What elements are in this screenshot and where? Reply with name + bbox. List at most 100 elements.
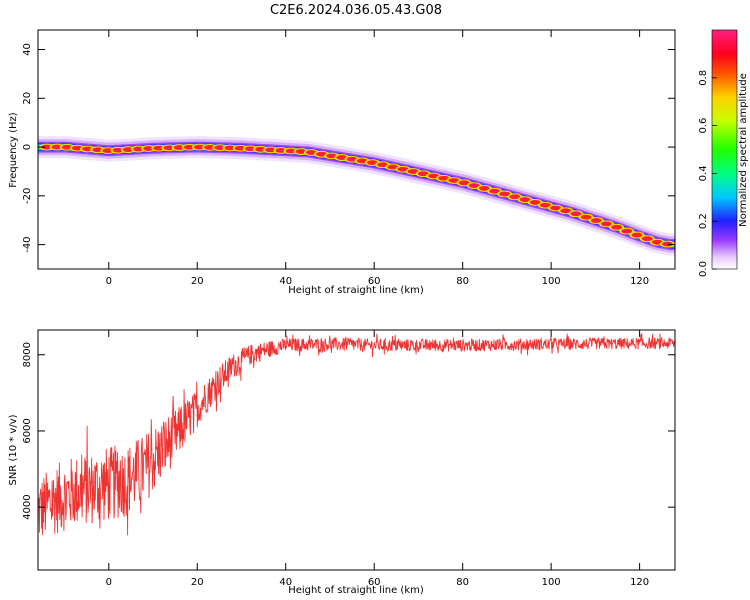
- x-tick-label: 0: [106, 577, 112, 588]
- spectrogram-xlabel: Height of straight line (km): [288, 285, 424, 296]
- colorbar-tick-label: 0.2: [698, 213, 709, 229]
- ridge-core: [661, 241, 673, 247]
- ridge-core: [102, 148, 114, 154]
- ridge-core: [234, 145, 246, 151]
- ridge-core: [153, 145, 165, 151]
- ridge-core: [499, 191, 511, 197]
- x-tick-label: 40: [279, 577, 292, 588]
- x-tick-label: 120: [630, 276, 649, 287]
- colorbar-ticks: 0.0 0.2 0.4 0.6 0.8: [698, 70, 717, 277]
- colorbar-bar: [711, 29, 738, 270]
- ridge-core: [163, 145, 175, 151]
- ridge-core: [397, 166, 409, 172]
- x-tick-label: 100: [542, 577, 561, 588]
- ridge-core: [224, 145, 236, 151]
- snr-panel: 0 20 40 60 80 100 120 4000 6000 8000 Height of st…: [8, 329, 676, 596]
- ridge-core: [407, 169, 419, 174]
- snr-ylabel: SNR (10 * v/v): [8, 414, 19, 485]
- y-tick-label: 20: [22, 92, 33, 105]
- y-tick-label: 40: [22, 43, 33, 56]
- colorbar-tick-label: 0.0: [698, 261, 709, 277]
- ridge-core: [183, 144, 195, 150]
- snr-ticks: 0 20 40 60 80 100 120 4000 6000 8000: [22, 330, 675, 588]
- x-tick-label: 60: [368, 577, 381, 588]
- ridge-core: [478, 185, 490, 191]
- ridge-core: [529, 200, 541, 205]
- ridge-core: [265, 147, 277, 153]
- ridge-core: [275, 148, 287, 153]
- ridge-core: [346, 156, 358, 162]
- ridge-core: [51, 144, 63, 150]
- x-tick-label: 40: [279, 276, 292, 287]
- ridge-core: [326, 153, 338, 159]
- colorbar: 0.0 0.2 0.4 0.6 0.8 Normalized spectral ampl…: [698, 29, 749, 277]
- spectrogram-frame: [37, 29, 676, 270]
- x-tick-label: 0: [106, 276, 112, 287]
- ridge-core: [285, 148, 297, 154]
- spectrogram-ylabel: Frequency (Hz): [8, 112, 19, 188]
- x-tick-label: 20: [191, 276, 204, 287]
- ridge-core: [560, 208, 572, 214]
- snr-series: [38, 333, 675, 536]
- ridge-core: [621, 228, 633, 234]
- ridge-core: [387, 164, 399, 170]
- y-tick-label: 0: [22, 144, 33, 150]
- x-tick-label: 80: [456, 577, 469, 588]
- ridge-core: [356, 158, 368, 164]
- ridge-core: [641, 236, 653, 242]
- ridge-core: [417, 171, 429, 177]
- ridge-core: [489, 188, 501, 194]
- colorbar-label: Normalized spectral amplitude: [738, 73, 749, 227]
- ridge-core: [448, 178, 460, 183]
- y-tick-label: 8000: [22, 342, 33, 367]
- figure-title: C2E6.2024.036.05.43.G08: [270, 3, 442, 18]
- ridge-core: [244, 146, 256, 152]
- ridge-core: [600, 221, 612, 227]
- ridge-core: [173, 145, 185, 150]
- colorbar-tick-label: 0.6: [698, 118, 709, 134]
- spectrogram-ticks: 0 20 40 60 80 100 120 -40 -20 0 20 40: [22, 30, 675, 287]
- ridge-core: [519, 197, 531, 203]
- colorbar-tick-label: 0.8: [698, 70, 709, 86]
- ridge-core: [458, 180, 470, 186]
- x-tick-label: 80: [456, 276, 469, 287]
- ridge-core: [41, 144, 53, 150]
- snr-frame: [37, 329, 676, 571]
- snr-xlabel: Height of straight line (km): [288, 585, 424, 596]
- ridge-core: [611, 224, 623, 230]
- ridge-core: [438, 175, 450, 181]
- ridge-core: [366, 160, 378, 166]
- x-tick-label: 60: [368, 276, 381, 287]
- ridge-core: [539, 202, 551, 208]
- ridge-core: [427, 173, 439, 179]
- ridge-core: [590, 218, 602, 223]
- ridge-core: [214, 145, 226, 151]
- ridge-core: [143, 146, 155, 151]
- ridge-core: [122, 147, 134, 153]
- ridge-core: [570, 211, 582, 217]
- y-tick-label: -20: [22, 188, 33, 204]
- ridge-core: [255, 146, 267, 152]
- ridge-core: [509, 194, 521, 200]
- ridge-core: [305, 150, 317, 155]
- x-tick-label: 100: [542, 276, 561, 287]
- y-tick-label: 6000: [22, 418, 33, 443]
- ridge-core: [193, 144, 205, 150]
- x-tick-label: 120: [630, 577, 649, 588]
- ridge-core: [377, 162, 389, 168]
- ridge-core: [112, 147, 124, 153]
- ridge-core: [336, 155, 348, 160]
- ridge-core: [468, 183, 480, 188]
- ridge-core: [580, 214, 592, 220]
- ridge-core: [132, 146, 144, 152]
- ridge-core: [631, 232, 643, 238]
- spectrogram-ridge: [38, 136, 675, 256]
- ridge-core: [651, 239, 663, 245]
- y-tick-label: 4000: [22, 494, 33, 519]
- colorbar-tick-label: 0.4: [698, 165, 709, 181]
- snr-line: [38, 333, 675, 536]
- spectrogram-panel: 0 20 40 60 80 100 120 -40 -20 0 20 40 Height of str…: [8, 29, 676, 296]
- y-tick-label: -40: [22, 236, 33, 252]
- ridge-core: [204, 145, 216, 150]
